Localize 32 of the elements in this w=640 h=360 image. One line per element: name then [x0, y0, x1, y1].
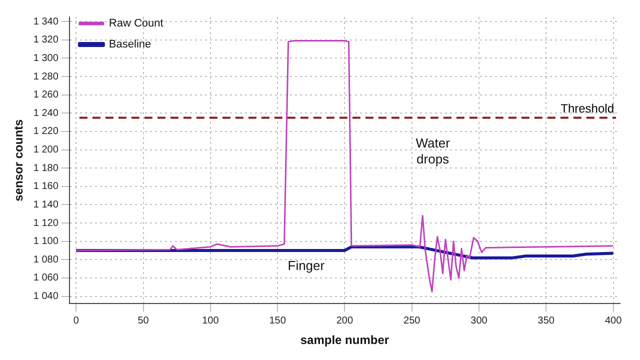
x-tick-label: 300 — [470, 315, 488, 326]
y-tick-label: 1 160 — [33, 181, 59, 192]
y-tick-label: 1 060 — [33, 272, 59, 284]
x-tick-label: 0 — [73, 315, 80, 326]
x-tick-label: 200 — [336, 315, 354, 326]
y-tick-label: 1 260 — [33, 90, 59, 101]
legend-label: Raw Count — [108, 18, 164, 30]
x-axis-title: sample number — [300, 333, 390, 348]
ref-line-label: Threshold — [560, 102, 614, 116]
y-tick-label: 1 240 — [33, 108, 59, 119]
y-axis-title: sensor counts — [12, 118, 26, 202]
y-tick-label: 1 340 — [33, 16, 59, 28]
x-tick-label: 150 — [269, 315, 286, 326]
x-tick-label: 250 — [404, 315, 421, 326]
y-tick-label: 1 320 — [33, 34, 59, 46]
y-tick-label: 1 120 — [33, 218, 59, 229]
annotation: Finger — [288, 258, 326, 273]
annotation: Water drops — [416, 135, 451, 166]
y-tick-label: 1 280 — [33, 71, 59, 82]
y-tick-label: 1 180 — [33, 162, 59, 174]
y-tick-label: 1 100 — [33, 236, 59, 248]
y-tick-label: 1 300 — [33, 52, 59, 64]
x-tick-label: 400 — [604, 315, 622, 326]
y-tick-label: 1 220 — [33, 126, 59, 138]
x-tick-label: 350 — [538, 315, 555, 326]
y-tick-label: 1 080 — [33, 254, 59, 266]
y-tick-label: 1 140 — [33, 199, 59, 210]
x-tick-label: 50 — [138, 315, 150, 326]
y-tick-label: 1 040 — [33, 291, 59, 302]
legend-label: Baseline — [108, 38, 152, 51]
y-tick-label: 1 200 — [33, 144, 59, 156]
x-tick-label: 100 — [202, 315, 220, 326]
